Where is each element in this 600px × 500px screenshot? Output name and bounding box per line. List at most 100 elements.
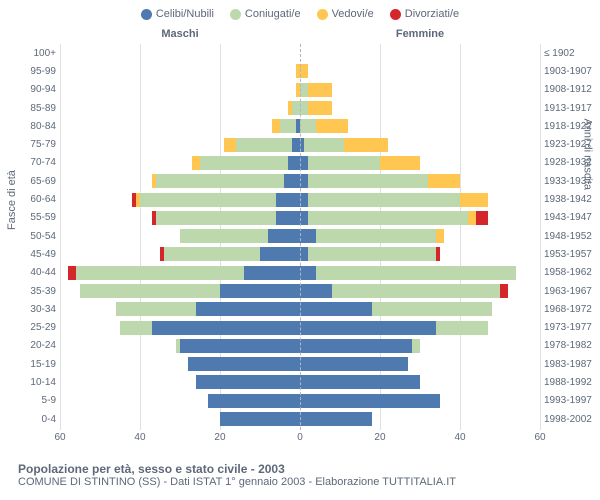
legend-label: Coniugati/e <box>245 8 301 20</box>
bar-segment <box>188 357 300 371</box>
legend-label: Vedovi/e <box>332 8 374 20</box>
female-bar <box>300 339 540 353</box>
bar-segment <box>236 138 292 152</box>
bar-segment <box>300 284 332 298</box>
bar-segment <box>196 302 300 316</box>
x-tick: 20 <box>374 432 385 443</box>
male-bar <box>60 193 300 207</box>
female-bar <box>300 412 540 426</box>
birth-year-label: 1958-1962 <box>544 267 596 278</box>
birth-year-label: 1913-1917 <box>544 103 596 114</box>
female-bar <box>300 156 540 170</box>
age-label: 60-64 <box>18 194 56 205</box>
male-bar <box>60 83 300 97</box>
bar-segment <box>304 138 344 152</box>
male-bar <box>60 412 300 426</box>
x-tick: 60 <box>534 432 545 443</box>
bar-segment <box>76 266 244 280</box>
bar-segment <box>260 247 300 261</box>
bar-segment <box>468 211 476 225</box>
birth-year-label: 1908-1912 <box>544 84 596 95</box>
male-bar <box>60 174 300 188</box>
age-label: 35-39 <box>18 286 56 297</box>
x-tick: 0 <box>297 432 303 443</box>
bar-segment <box>140 193 276 207</box>
female-bar <box>300 138 540 152</box>
bar-segment <box>300 119 316 133</box>
birth-year-label: 1903-1907 <box>544 66 596 77</box>
birth-year-label: 1938-1942 <box>544 194 596 205</box>
female-bar <box>300 64 540 78</box>
female-bar <box>300 119 540 133</box>
birth-year-label: 1928-1932 <box>544 157 596 168</box>
age-label: 20-24 <box>18 340 56 351</box>
bar-segment <box>208 394 300 408</box>
bar-segment <box>200 156 288 170</box>
bar-segment <box>196 375 300 389</box>
header-male: Maschi <box>60 28 300 40</box>
bar-segment <box>220 284 300 298</box>
female-bar <box>300 266 540 280</box>
bar-segment <box>436 247 440 261</box>
bar-segment <box>436 229 444 243</box>
legend-item: Coniugati/e <box>230 8 301 20</box>
female-bar <box>300 211 540 225</box>
bar-segment <box>180 229 268 243</box>
bar-segment <box>292 138 300 152</box>
bar-segment <box>116 302 196 316</box>
gender-headers: Maschi Femmine <box>60 28 540 40</box>
bar-segment <box>156 211 276 225</box>
legend-item: Divorziati/e <box>390 8 459 20</box>
bar-segment <box>332 284 500 298</box>
bar-segment <box>292 101 300 115</box>
birth-year-label: 1998-2002 <box>544 414 596 425</box>
bar-segment <box>300 64 308 78</box>
male-bar <box>60 357 300 371</box>
bar-segment <box>164 247 260 261</box>
age-label: 25-29 <box>18 322 56 333</box>
male-bar <box>60 229 300 243</box>
x-tick: 40 <box>134 432 145 443</box>
bar-segment <box>308 193 460 207</box>
bar-segment <box>380 156 420 170</box>
bar-segment <box>244 266 300 280</box>
age-label: 70-74 <box>18 157 56 168</box>
x-tick: 40 <box>454 432 465 443</box>
male-bar <box>60 138 300 152</box>
bar-segment <box>500 284 508 298</box>
age-label: 40-44 <box>18 267 56 278</box>
birth-year-label: 1983-1987 <box>544 359 596 370</box>
age-label: 10-14 <box>18 377 56 388</box>
bar-segment <box>300 394 440 408</box>
plot-area: 100+≤ 190295-991903-190790-941908-191285… <box>60 44 540 430</box>
bar-segment <box>372 302 492 316</box>
male-bar <box>60 64 300 78</box>
bar-segment <box>436 321 488 335</box>
header-female: Femmine <box>300 28 540 40</box>
birth-year-label: 1988-1992 <box>544 377 596 388</box>
male-bar <box>60 46 300 60</box>
bar-segment <box>300 302 372 316</box>
legend-dot <box>390 9 401 20</box>
bar-segment <box>308 211 468 225</box>
bar-segment <box>308 83 332 97</box>
bar-segment <box>300 247 308 261</box>
bar-segment <box>316 266 516 280</box>
male-bar <box>60 119 300 133</box>
male-bar <box>60 211 300 225</box>
female-bar <box>300 375 540 389</box>
age-label: 80-84 <box>18 121 56 132</box>
birth-year-label: 1993-1997 <box>544 395 596 406</box>
birth-year-label: 1943-1947 <box>544 212 596 223</box>
bar-segment <box>192 156 200 170</box>
age-label: 5-9 <box>18 395 56 406</box>
female-bar <box>300 394 540 408</box>
age-label: 75-79 <box>18 139 56 150</box>
female-bar <box>300 46 540 60</box>
bar-segment <box>156 174 284 188</box>
bar-segment <box>300 229 316 243</box>
age-label: 95-99 <box>18 66 56 77</box>
birth-year-label: 1973-1977 <box>544 322 596 333</box>
age-label: 0-4 <box>18 414 56 425</box>
birth-year-label: 1968-1972 <box>544 304 596 315</box>
